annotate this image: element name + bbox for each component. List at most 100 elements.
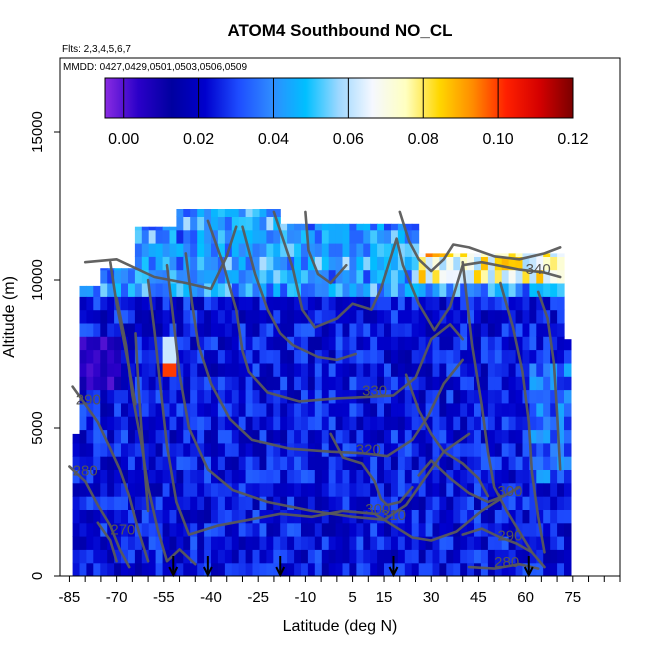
heatmap-cell xyxy=(79,469,87,484)
heatmap-cell xyxy=(501,562,510,576)
heatmap-cell xyxy=(397,376,406,391)
heatmap-cell xyxy=(494,376,503,391)
heatmap-cell xyxy=(231,283,240,297)
heatmap-cell xyxy=(301,389,309,404)
heatmap-cell xyxy=(86,562,94,576)
heatmap-cell xyxy=(141,269,150,284)
heatmap-cell xyxy=(391,416,399,431)
heatmap-cell xyxy=(349,429,357,444)
heatmap-cell xyxy=(453,442,461,457)
heatmap-cell xyxy=(259,269,267,284)
heatmap-cell xyxy=(100,442,108,457)
heatmap-cell xyxy=(197,402,205,417)
heatmap-cell xyxy=(162,336,171,351)
heatmap-cell xyxy=(287,416,295,431)
heatmap-cell xyxy=(93,456,101,470)
heatmap-cell xyxy=(446,522,454,537)
heatmap-cell xyxy=(356,322,364,337)
heatmap-cell xyxy=(508,442,517,457)
heatmap-cell xyxy=(273,469,281,484)
heatmap-cell xyxy=(148,509,157,524)
heatmap-cell xyxy=(176,482,184,497)
heatmap-cell xyxy=(287,549,295,564)
x-tick-label: -85 xyxy=(59,589,81,606)
heatmap-cell xyxy=(460,496,468,510)
heatmap-cell xyxy=(162,256,171,271)
heatmap-cell xyxy=(363,549,371,564)
heatmap-cell xyxy=(273,269,281,284)
heatmap-cell xyxy=(266,256,274,271)
heatmap-cell xyxy=(266,442,274,457)
heatmap-cell xyxy=(155,456,164,470)
heatmap-cell xyxy=(356,496,364,510)
heatmap-cell xyxy=(377,562,385,576)
heatmap-cell xyxy=(231,243,240,257)
heatmap-cell xyxy=(307,482,316,497)
heatmap-cell xyxy=(128,349,136,364)
heatmap-cell xyxy=(287,322,295,337)
heatmap-cell xyxy=(404,562,413,576)
contour-line xyxy=(184,252,464,458)
heatmap-cell xyxy=(529,536,537,550)
heatmap-cell xyxy=(280,283,288,297)
heatmap-cell xyxy=(238,209,247,217)
heatmap-cell xyxy=(404,536,413,550)
heatmap-cell xyxy=(321,283,330,297)
heatmap-cell xyxy=(79,562,87,576)
heatmap-cell xyxy=(564,482,572,497)
heatmap-cell xyxy=(141,562,150,576)
heatmap-cell xyxy=(114,376,122,391)
heatmap-cell xyxy=(418,522,427,537)
heatmap-cell xyxy=(446,256,454,271)
heatmap-cell xyxy=(328,283,337,297)
heatmap-cell xyxy=(162,322,171,337)
heatmap-cell xyxy=(141,429,150,444)
heatmap-cell xyxy=(169,416,177,431)
heatmap-cell xyxy=(342,562,350,576)
heatmap-cell xyxy=(273,362,281,377)
heatmap-cell xyxy=(86,285,94,297)
heatmap-cell xyxy=(231,469,240,484)
heatmap-cell xyxy=(522,256,530,271)
heatmap-cell xyxy=(529,296,537,311)
heatmap-cell xyxy=(114,522,122,537)
heatmap-cell xyxy=(377,296,385,311)
heatmap-cell xyxy=(425,509,434,524)
heatmap-cell xyxy=(79,349,87,364)
heatmap-cell xyxy=(425,496,434,510)
heatmap-cell xyxy=(217,509,226,524)
heatmap-cell xyxy=(259,416,267,431)
heatmap-cell xyxy=(439,429,447,444)
heatmap-cell xyxy=(363,243,371,257)
heatmap-cell xyxy=(397,309,406,324)
heatmap-cell xyxy=(211,402,219,417)
heatmap-cell xyxy=(536,442,544,457)
heatmap-cell xyxy=(86,309,94,324)
heatmap-cell xyxy=(564,522,572,537)
heatmap-cell xyxy=(301,336,309,351)
heatmap-cell xyxy=(245,269,254,284)
heatmap-cell xyxy=(328,269,337,284)
heatmap-cell xyxy=(439,296,447,311)
heatmap-cell xyxy=(515,336,524,351)
heatmap-cell xyxy=(294,336,302,351)
heatmap-cell xyxy=(100,389,108,404)
heatmap-cell xyxy=(162,283,171,297)
heatmap-cell xyxy=(543,509,551,524)
heatmap-cell xyxy=(252,549,260,564)
heatmap-cell xyxy=(335,256,344,271)
heatmap-cell xyxy=(245,322,254,337)
heatmap-cell xyxy=(515,442,524,457)
heatmap-cell xyxy=(432,283,440,297)
x-tick-label: 15 xyxy=(376,589,393,606)
heatmap-cell xyxy=(162,349,171,364)
heatmap-cell xyxy=(314,456,323,470)
heatmap-cell xyxy=(515,496,524,510)
heatmap-cell xyxy=(453,469,461,484)
heatmap-cell xyxy=(204,536,212,550)
heatmap-cell xyxy=(314,376,323,391)
heatmap-cell xyxy=(508,416,517,431)
heatmap-cell xyxy=(557,253,565,257)
heatmap-cell xyxy=(141,229,150,244)
heatmap-cell xyxy=(474,482,482,497)
